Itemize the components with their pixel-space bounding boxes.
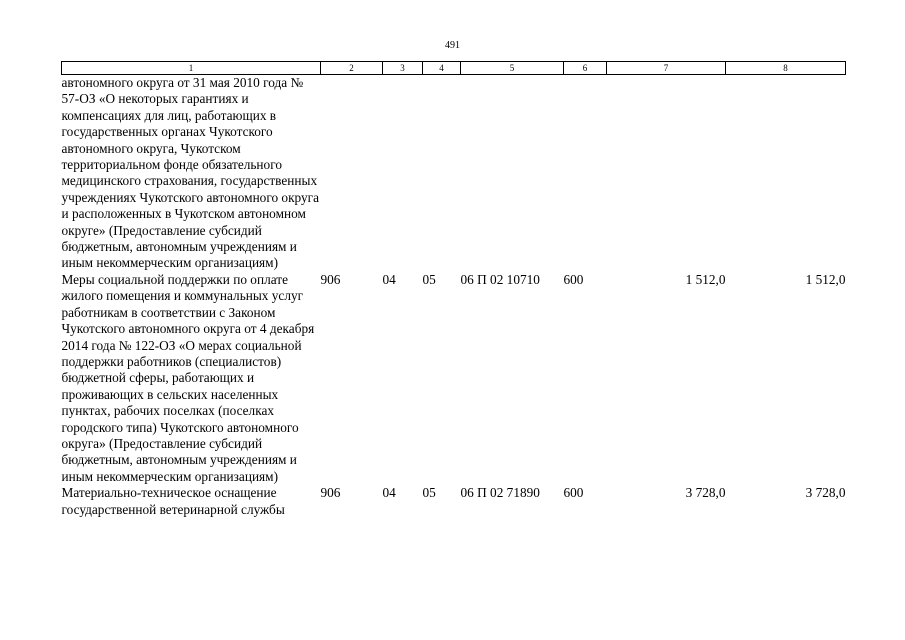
column-number-row: 1 2 3 4 5 6 7 8: [61, 61, 846, 75]
column-header-6: 6: [563, 61, 607, 75]
column-header-3: 3: [382, 61, 423, 75]
row-ministry-code: [321, 75, 383, 272]
table-row: Меры социальной поддержки по оплате жило…: [62, 272, 846, 485]
row-subsection-code: 05: [422, 485, 436, 501]
column-header-8: 8: [725, 61, 846, 75]
row-expense-type: [564, 75, 607, 272]
row-sum-col7: [607, 75, 726, 272]
row-sum-col7: 1 512,0: [685, 271, 726, 287]
column-header-2: 2: [320, 61, 383, 75]
page-number: 491: [445, 40, 460, 51]
table-row: автономного округа от 31 мая 2010 года №…: [62, 75, 846, 272]
row-ministry-code: 906: [320, 485, 341, 501]
row-sum-col8: 3 728,0: [805, 485, 846, 501]
table-row: Материально-техническое оснащение госуда…: [62, 485, 846, 518]
row-article-code: [461, 75, 564, 272]
row-section-code: 04: [382, 485, 396, 501]
row-section-code: [383, 75, 423, 272]
row-expense-type: 600: [563, 271, 584, 287]
column-header-4: 4: [422, 61, 461, 75]
row-section-code: 04: [382, 271, 396, 287]
row-ministry-code: 906: [320, 271, 341, 287]
column-header-1: 1: [61, 61, 321, 75]
row-sum-col8: 1 512,0: [805, 271, 846, 287]
row-name: Меры социальной поддержки по оплате жило…: [61, 271, 315, 484]
column-header-7: 7: [606, 61, 726, 75]
row-article-code: 06 П 02 10710: [460, 271, 540, 287]
column-header-5: 5: [460, 61, 564, 75]
row-article-code: 06 П 02 71890: [460, 485, 540, 501]
budget-table: 1 2 3 4 5 6 7 8 автономного округа от 31…: [61, 61, 846, 518]
row-sum-col8: [726, 75, 846, 272]
row-name: автономного округа от 31 мая 2010 года №…: [61, 75, 320, 271]
row-sum-col7: 3 728,0: [685, 485, 726, 501]
row-name: Материально-техническое оснащение госуда…: [61, 485, 285, 517]
row-subsection-code: 05: [422, 271, 436, 287]
row-expense-type: 600: [563, 485, 584, 501]
row-subsection-code: [423, 75, 461, 272]
